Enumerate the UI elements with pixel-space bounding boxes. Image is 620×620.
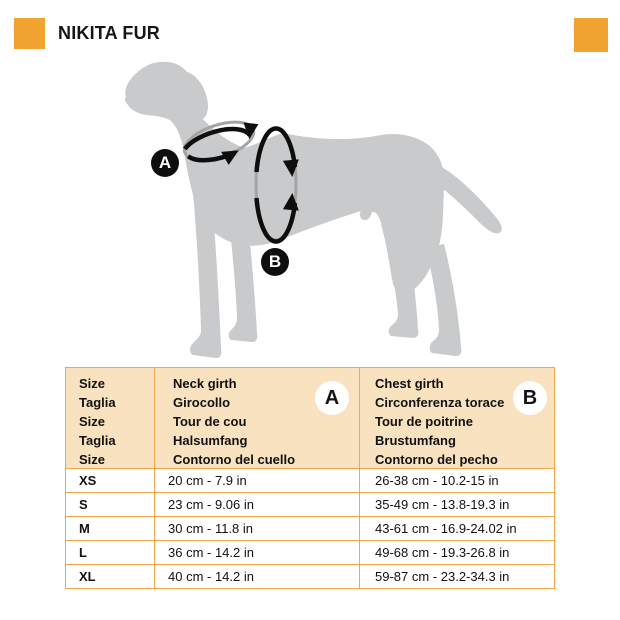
neck-value: 36 cm - 14.2 in bbox=[155, 541, 360, 564]
size-table: Size Taglia Size Taglia Size Neck girth … bbox=[65, 367, 555, 589]
chest-value: 35-49 cm - 13.8-19.3 in bbox=[375, 497, 510, 512]
chest-value: 43-61 cm - 16.9-24.02 in bbox=[375, 521, 517, 536]
brand-accent-square-left bbox=[14, 18, 45, 49]
chest-column-marker: B bbox=[513, 381, 547, 415]
table-row: XS 20 cm - 7.9 in 26-38 cm - 10.2-15 in bbox=[66, 468, 554, 492]
header-size-column: Size Taglia Size Taglia Size bbox=[66, 368, 155, 468]
neck-value: 40 cm - 14.2 in bbox=[155, 565, 360, 588]
chest-girth-ellipse bbox=[254, 126, 299, 244]
neck-value: 20 cm - 7.9 in bbox=[155, 469, 360, 492]
neck-value: 23 cm - 9.06 in bbox=[155, 493, 360, 516]
table-row: M 30 cm - 11.8 in 43-61 cm - 16.9-24.02 … bbox=[66, 516, 554, 540]
size-label: XL bbox=[66, 565, 155, 588]
size-label: S bbox=[66, 493, 155, 516]
table-row: S 23 cm - 9.06 in 35-49 cm - 13.8-19.3 i… bbox=[66, 492, 554, 516]
chest-value: 49-68 cm - 19.3-26.8 in bbox=[375, 545, 510, 560]
neck-measure-marker: A bbox=[151, 149, 179, 177]
header-neck-column: Neck girth Girocollo Tour de cou Halsumf… bbox=[155, 368, 360, 468]
page-title: NIKITA FUR bbox=[58, 23, 160, 43]
size-label: L bbox=[66, 541, 155, 564]
neck-marker-letter: A bbox=[158, 153, 172, 172]
chest-measure-marker: B bbox=[261, 248, 289, 276]
chest-value: 59-87 cm - 23.2-34.3 in bbox=[375, 569, 510, 584]
table-row: XL 40 cm - 14.2 in 59-87 cm - 23.2-34.3 … bbox=[66, 564, 554, 588]
size-table-header: Size Taglia Size Taglia Size Neck girth … bbox=[66, 368, 554, 468]
neck-column-marker: A bbox=[315, 381, 349, 415]
table-row: L 36 cm - 14.2 in 49-68 cm - 19.3-26.8 i… bbox=[66, 540, 554, 564]
size-label: XS bbox=[66, 469, 155, 492]
chest-marker-letter: B bbox=[268, 252, 282, 271]
dog-silhouette bbox=[124, 61, 502, 358]
chest-value: 26-38 cm - 10.2-15 in bbox=[375, 473, 499, 488]
neck-girth-ellipse bbox=[182, 120, 259, 165]
brand-accent-square-right bbox=[574, 18, 608, 52]
header-chest-column: Chest girth Circonferenza torace Tour de… bbox=[360, 368, 554, 468]
neck-value: 30 cm - 11.8 in bbox=[155, 517, 360, 540]
size-label: M bbox=[66, 517, 155, 540]
